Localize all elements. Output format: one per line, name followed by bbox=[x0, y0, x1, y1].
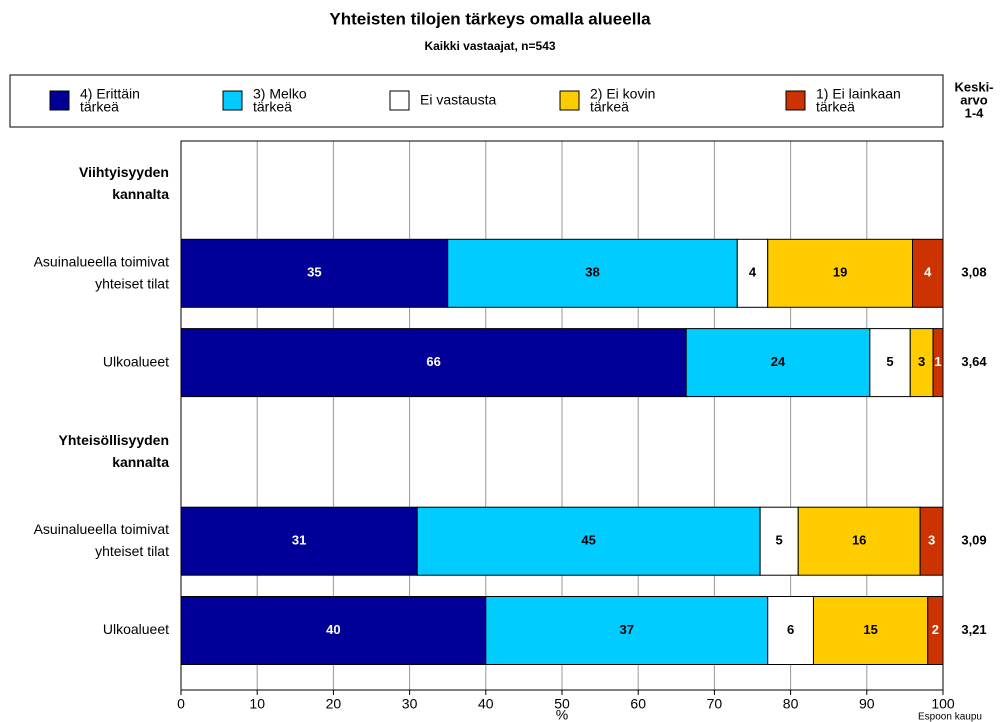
x-tick-label: 20 bbox=[326, 696, 342, 712]
x-tick-label: 60 bbox=[630, 696, 646, 712]
legend-swatch bbox=[389, 90, 410, 111]
legend-label: 4) Erittäin tärkeä bbox=[80, 85, 140, 114]
bar-segment bbox=[869, 328, 911, 398]
x-tick-label: 10 bbox=[249, 696, 265, 712]
data-label: 2 bbox=[932, 622, 939, 637]
bar-segment bbox=[180, 596, 487, 665]
plot-frame bbox=[180, 140, 944, 691]
data-label: 38 bbox=[585, 265, 599, 280]
y-tick-label: Ulkoalueet bbox=[103, 621, 169, 637]
bar-segment bbox=[797, 506, 921, 576]
y-tick-label: Asuinalueella toimivat yhteiset tilat bbox=[34, 253, 170, 291]
legend-label: 3) Melko tärkeä bbox=[253, 85, 307, 114]
data-label: 5 bbox=[886, 354, 893, 369]
bar-segment bbox=[180, 238, 449, 308]
legend-swatch bbox=[785, 90, 806, 111]
bar-segment bbox=[767, 238, 914, 308]
x-tick-label: 0 bbox=[177, 696, 185, 712]
mean-value: 3,64 bbox=[961, 354, 987, 369]
data-label: 45 bbox=[581, 533, 595, 548]
bar-segment bbox=[447, 238, 738, 308]
data-label: 5 bbox=[776, 533, 783, 548]
bar-segment bbox=[180, 506, 418, 576]
mean-header: Keski- bbox=[954, 79, 993, 94]
data-label: 66 bbox=[426, 354, 440, 369]
data-label: 31 bbox=[292, 533, 306, 548]
bar-segment bbox=[759, 506, 799, 576]
x-tick-label: 40 bbox=[478, 696, 494, 712]
bar-segment bbox=[685, 328, 871, 398]
data-label: 6 bbox=[787, 622, 794, 637]
y-tick-label: Ulkoalueet bbox=[103, 353, 169, 369]
chart-title: Yhteisten tilojen tärkeys omalla alueell… bbox=[329, 9, 651, 28]
data-label: 15 bbox=[863, 622, 877, 637]
x-tick-label: 50 bbox=[554, 696, 570, 712]
bar-segment bbox=[180, 328, 687, 398]
mean-value: 3,09 bbox=[961, 533, 986, 548]
bar-segment bbox=[485, 596, 769, 665]
legend-swatch bbox=[559, 90, 580, 111]
data-label: 35 bbox=[307, 265, 321, 280]
data-label: 3 bbox=[928, 533, 935, 548]
x-tick-label: 80 bbox=[783, 696, 799, 712]
x-tick-label: 30 bbox=[402, 696, 418, 712]
mean-value: 3,21 bbox=[961, 622, 986, 637]
legend-swatch bbox=[222, 90, 243, 111]
mean-value: 3,08 bbox=[961, 265, 986, 280]
group-header: Viihtyisyyden kannalta bbox=[79, 164, 169, 202]
bar-segment bbox=[812, 596, 929, 665]
data-label: 24 bbox=[771, 354, 786, 369]
mean-header: arvo bbox=[960, 92, 988, 107]
x-axis-label: % bbox=[556, 707, 568, 722]
data-label: 19 bbox=[833, 265, 847, 280]
chart-subtitle: Kaikki vastaajat, n=543 bbox=[424, 39, 555, 53]
legend-label: Ei vastausta bbox=[420, 92, 496, 108]
group-header: Yhteisöllisyyden kannalta bbox=[59, 432, 170, 470]
data-label: 40 bbox=[326, 622, 340, 637]
x-tick-label: 100 bbox=[931, 696, 955, 712]
bar-segment bbox=[912, 238, 944, 308]
legend-swatch bbox=[49, 90, 70, 111]
data-label: 3 bbox=[918, 354, 925, 369]
data-label: 4 bbox=[924, 265, 932, 280]
source: Espoon kaupu bbox=[918, 712, 982, 722]
data-label: 1 bbox=[934, 354, 941, 369]
data-label: 4 bbox=[749, 265, 757, 280]
x-tick-label: 90 bbox=[859, 696, 875, 712]
bar-segment bbox=[736, 238, 769, 308]
data-label: 37 bbox=[620, 622, 634, 637]
legend-label: 2) Ei kovin tärkeä bbox=[590, 85, 655, 114]
legend-label: 1) Ei lainkaan tärkeä bbox=[816, 85, 901, 114]
y-tick-label: Asuinalueella toimivat yhteiset tilat bbox=[34, 521, 170, 559]
data-label: 16 bbox=[852, 533, 866, 548]
mean-header: 1-4 bbox=[965, 105, 985, 120]
x-tick-label: 70 bbox=[707, 696, 723, 712]
